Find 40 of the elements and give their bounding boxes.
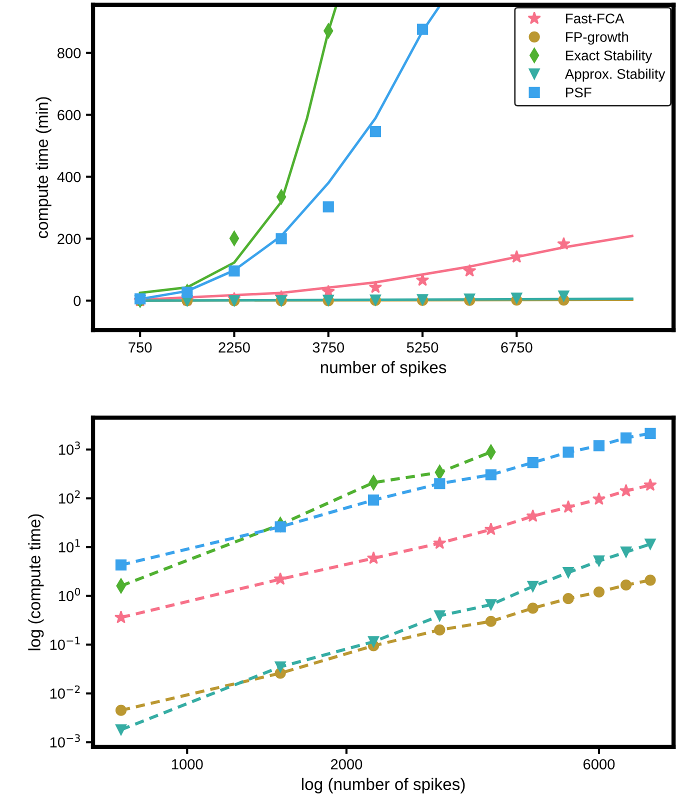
y-tick-label: 10$^{0}$ [58, 588, 80, 602]
y-tick-label: 400 [57, 172, 81, 182]
y-tick-label: 0 [74, 296, 81, 306]
x-tick-label: 2250 [218, 342, 250, 353]
point [416, 24, 428, 35]
x-tick-label: 2000 [330, 759, 362, 770]
point [370, 126, 382, 138]
x-tick-label: 6750 [501, 342, 532, 353]
y-tick-label: 10$^{−2}$ [50, 685, 80, 699]
y-axis-title: compute time (min) [36, 97, 52, 238]
y-tick-label: 10$^{2}$ [58, 490, 80, 504]
y-tick-label: 10$^{1}$ [58, 539, 80, 552]
x-tick-label: 3750 [312, 342, 344, 353]
y-tick-label: 10$^{3}$ [58, 442, 80, 455]
y-tick-label: 800 [58, 48, 81, 58]
point [368, 280, 382, 294]
x-tick-label: 1000 [172, 759, 203, 770]
legend-label: Approx. Stability [564, 68, 666, 82]
point [182, 286, 193, 298]
point [276, 233, 287, 244]
legend-label: PSF [566, 88, 592, 98]
y-tick-label: 600 [58, 110, 81, 120]
legend-label: Fast-FCA [566, 14, 624, 24]
x-axis-title: log (number of spikes) [302, 778, 465, 794]
y-tick-label: 10$^{−3}$ [50, 734, 80, 748]
y-axis-title: log (compute time) [28, 514, 44, 650]
x-axis-title: number of spikes [320, 361, 446, 377]
x-tick-label: 5250 [406, 342, 438, 353]
legend-label: Exact Stability [566, 50, 652, 64]
point [228, 265, 240, 276]
y-tick-label: 10$^{−1}$ [50, 636, 80, 650]
point [510, 250, 524, 263]
x-tick-label: 750 [128, 342, 152, 353]
point [462, 264, 476, 277]
y-tick-label: 200 [58, 234, 81, 244]
point [558, 290, 570, 302]
point [557, 237, 570, 250]
legend-label: FP-growth [566, 32, 628, 45]
x-tick-label: 6000 [584, 759, 615, 770]
point [322, 201, 334, 212]
